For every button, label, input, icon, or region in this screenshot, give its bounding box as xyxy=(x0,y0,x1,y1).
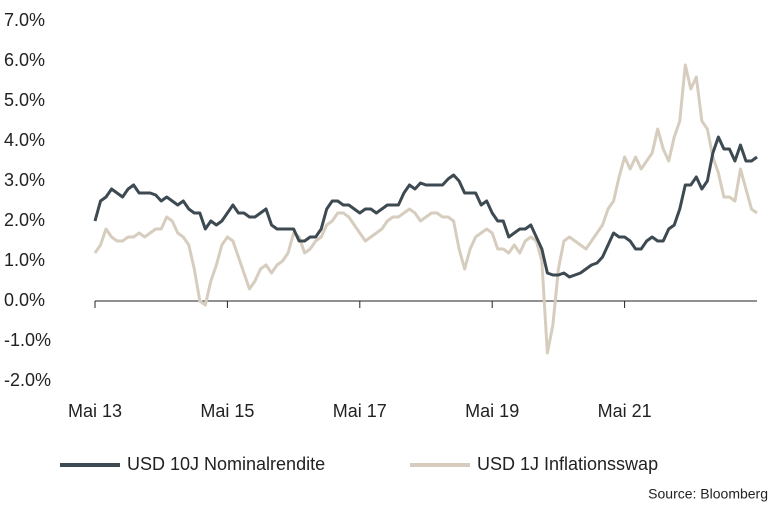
y-tick-label: -2.0% xyxy=(4,370,51,390)
x-tick-label: Mai 13 xyxy=(68,401,122,421)
y-tick-label: 2.0% xyxy=(4,210,45,230)
x-tick-label: Mai 15 xyxy=(200,401,254,421)
y-tick-label: 7.0% xyxy=(4,10,45,30)
x-tick-label: Mai 19 xyxy=(465,401,519,421)
y-tick-label: 4.0% xyxy=(4,130,45,150)
y-tick-label: 1.0% xyxy=(4,250,45,270)
series-line xyxy=(93,135,758,279)
y-tick-label: -1.0% xyxy=(4,330,51,350)
legend-label: USD 1J Inflationsswap xyxy=(477,454,658,474)
source: Source: Bloomberg xyxy=(648,486,768,502)
y-tick-label: 0.0% xyxy=(4,290,45,310)
x-tick-label: Mai 21 xyxy=(598,401,652,421)
y-tick-label: 3.0% xyxy=(4,170,45,190)
legend-label: USD 10J Nominalrendite xyxy=(127,454,325,474)
series-line xyxy=(93,63,758,355)
y-tick-label: 5.0% xyxy=(4,90,45,110)
x-tick-label: Mai 17 xyxy=(333,401,387,421)
y-tick-label: 6.0% xyxy=(4,50,45,70)
